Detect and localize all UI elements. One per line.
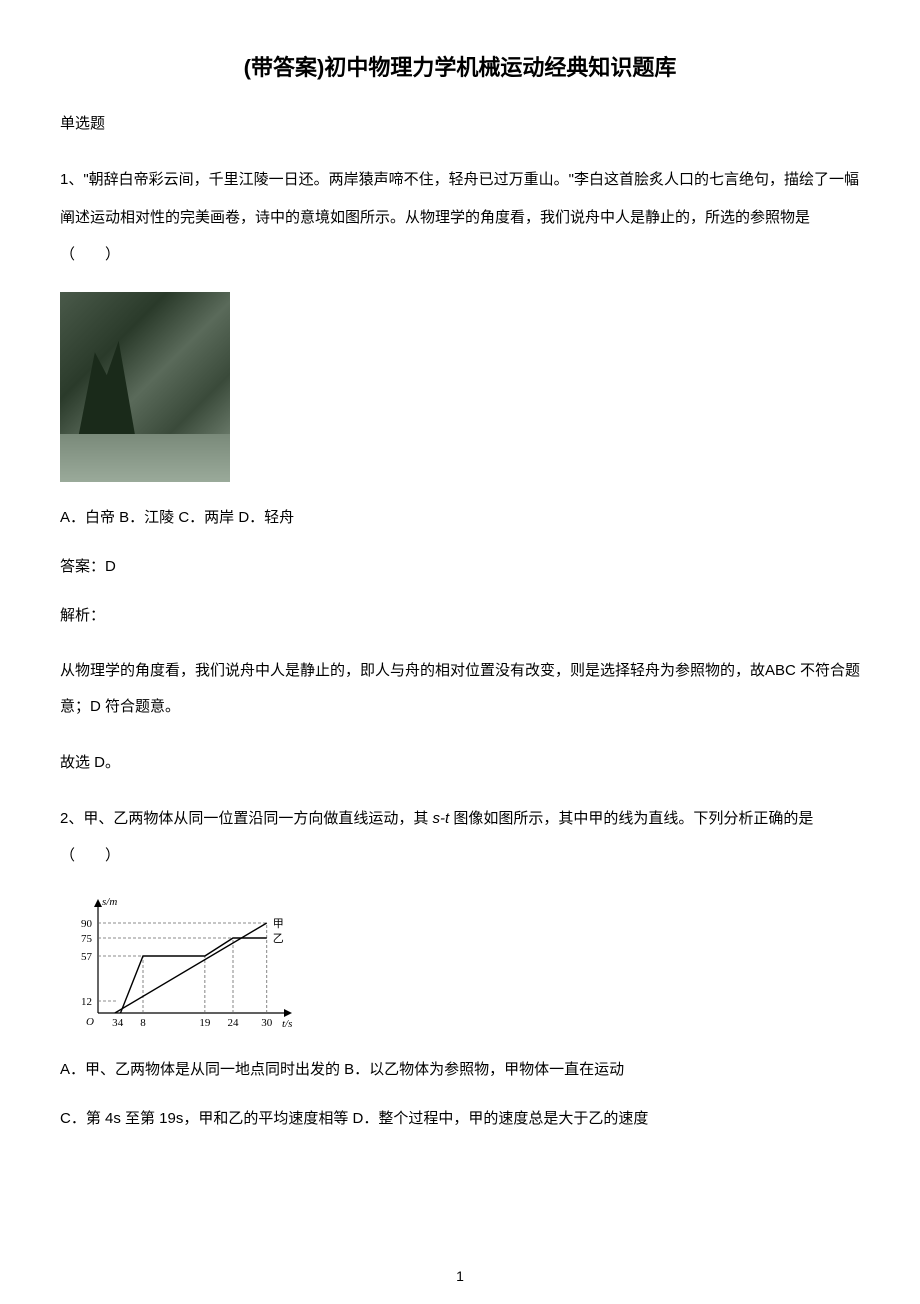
svg-text:甲: 甲 [273, 918, 284, 930]
q2-text: 2、甲、乙两物体从同一位置沿同一方向做直线运动，其 s-t 图像如图所示，其中甲… [60, 800, 860, 875]
q2-chart: s/mt/sO12577590348192430甲乙 [60, 893, 860, 1038]
svg-text:19: 19 [199, 1017, 211, 1029]
q1-conclusion: 故选 D。 [60, 751, 860, 772]
svg-text:s/m: s/m [102, 896, 117, 908]
q2-options-row1: A．甲、乙两物体是从同一地点同时出发的 B．以乙物体为参照物，甲物体一直在运动 [60, 1058, 860, 1079]
q1-figure-painting [60, 292, 230, 482]
q2-text-a: 2、甲、乙两物体从同一位置沿同一方向做直线运动，其 [60, 810, 433, 827]
svg-text:24: 24 [228, 1017, 240, 1029]
q1-answer: 答案：D [60, 555, 860, 576]
svg-text:8: 8 [140, 1017, 146, 1029]
q2-text-italic: s-t [433, 810, 454, 827]
section-header: 单选题 [60, 112, 860, 133]
q2-options-row2: C．第 4s 至第 19s，甲和乙的平均速度相等 D．整个过程中，甲的速度总是大… [60, 1107, 860, 1128]
page-title: (带答案)初中物理力学机械运动经典知识题库 [60, 50, 860, 82]
q1-text: 1、"朝辞白帝彩云间，千里江陵一日还。两岸猿声啼不住，轻舟已过万重山。"李白这首… [60, 161, 860, 274]
svg-text:30: 30 [261, 1017, 273, 1029]
svg-text:4: 4 [118, 1017, 124, 1029]
q1-explain-label: 解析： [60, 604, 860, 625]
svg-text:75: 75 [81, 933, 93, 945]
svg-text:t/s: t/s [282, 1018, 292, 1030]
svg-text:57: 57 [81, 951, 93, 963]
page-number: 1 [0, 1268, 920, 1284]
q1-explain: 从物理学的角度看，我们说舟中人是静止的，即人与舟的相对位置没有改变，则是选择轻舟… [60, 653, 860, 725]
svg-text:12: 12 [81, 996, 92, 1008]
svg-text:O: O [86, 1016, 94, 1028]
svg-text:乙: 乙 [273, 932, 284, 945]
q1-options: A．白帝 B．江陵 C．两岸 D．轻舟 [60, 506, 860, 527]
svg-text:90: 90 [81, 918, 93, 930]
